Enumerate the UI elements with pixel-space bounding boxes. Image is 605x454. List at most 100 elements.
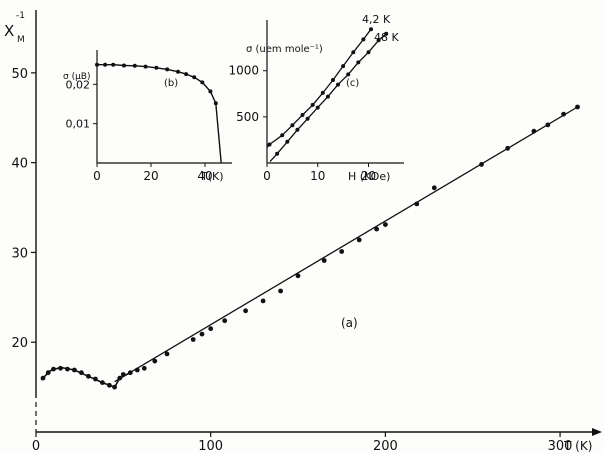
inset-c-data-point — [275, 151, 280, 156]
inset-c-x-tick-label: 20 — [361, 169, 376, 183]
inset-b-data-point — [192, 75, 197, 80]
inset-b-x-tick-label: 20 — [143, 169, 158, 183]
main-data-point — [152, 358, 158, 364]
main-data-point — [199, 331, 205, 337]
inset-b-data-point — [95, 62, 99, 67]
main-y-axis-label-superscript: -1 — [16, 11, 25, 21]
inset-c-data-point — [295, 127, 300, 132]
inset-b-data-point — [176, 69, 180, 74]
inset-c-data-point — [331, 78, 335, 82]
inset-c-data-point — [341, 64, 346, 69]
main-panel-label: (a) — [341, 316, 358, 330]
main-data-point — [107, 382, 112, 388]
inset-c-panel-label: (c) — [346, 78, 360, 89]
main-x-tick-label: 100 — [198, 439, 223, 454]
main-y-tick-label: 40 — [11, 157, 28, 172]
main-data-point — [72, 367, 77, 373]
inset-c-data-point — [267, 142, 272, 147]
inset-c-data-point — [376, 38, 381, 43]
inset-c-data-point — [336, 82, 340, 87]
inset-b-y-tick-label: 0,01 — [66, 118, 91, 131]
main-data-point — [127, 370, 133, 376]
main-data-point — [295, 273, 301, 279]
inset-b-y-axis-label: σ (μB) — [63, 72, 91, 82]
inset-c-data-point — [325, 94, 330, 99]
main-x-axis-arrow — [592, 428, 602, 436]
main-data-point — [561, 111, 566, 117]
main-data-point — [278, 288, 283, 294]
main-data-point — [86, 373, 91, 379]
inset-c-data-point — [351, 50, 356, 55]
inset-b-data-point — [208, 89, 213, 94]
main-y-tick-label: 20 — [11, 336, 28, 351]
inset-c-data-point — [356, 60, 361, 65]
inset-b-data-point — [132, 63, 137, 68]
main-x-axis-label: T (K) — [563, 439, 592, 453]
inset-b-data-point — [154, 65, 159, 70]
main-x-tick-label: 200 — [373, 439, 398, 454]
main-data-point — [321, 258, 327, 263]
main-data-point — [45, 370, 51, 376]
main-data-point — [545, 122, 551, 128]
main-y-tick-label: 30 — [11, 246, 28, 261]
main-data-point — [58, 365, 63, 371]
main-y-axis-label-subscript: M — [17, 35, 25, 45]
inset-b-x-axis-label: T(K) — [200, 170, 224, 183]
main-data-point — [383, 222, 388, 228]
inset-c-data-point — [290, 123, 295, 128]
main-data-point — [208, 326, 214, 332]
main-x-tick-label: 0 — [32, 439, 40, 454]
inset-c-data-point — [305, 116, 310, 121]
inset-c-data-point — [369, 27, 373, 32]
main-data-point — [134, 367, 140, 373]
inset-b-data-point — [200, 80, 205, 85]
inset-c-y-tick-label: 500 — [236, 110, 259, 124]
main-data-point — [93, 376, 98, 382]
main-data-point — [575, 104, 580, 110]
inset-b-y-tick-label: 0,02 — [66, 78, 91, 91]
inset-c-data-point — [300, 113, 305, 117]
main-data-point — [51, 366, 56, 372]
inset-c-x-tick-label: 0 — [263, 169, 271, 183]
inset-c-data-point — [315, 105, 320, 110]
main-x-tick-label: 300 — [548, 439, 573, 454]
main-y-axis-label: X — [4, 22, 14, 40]
inset-b-x-tick-label: 0 — [93, 169, 101, 183]
main-data-point — [414, 201, 420, 207]
main-data-point — [120, 372, 126, 377]
main-data-point — [65, 366, 70, 372]
inset-c-series-label: 48 K — [374, 31, 399, 44]
inset-b-data-point — [165, 67, 170, 72]
main-data-point — [374, 226, 379, 232]
main-data-point — [243, 308, 249, 314]
main-data-point — [356, 237, 362, 243]
main-data-point — [479, 162, 484, 167]
inset-b-data-point — [122, 63, 126, 68]
main-data-point — [100, 380, 105, 385]
inset-c-y-axis-label: σ (uem mole⁻¹) — [246, 44, 323, 55]
inset-b-x-tick-label: 40 — [197, 169, 212, 183]
main-data-point — [339, 249, 345, 254]
inset-b-data-point — [111, 62, 116, 67]
main-data-point — [40, 375, 46, 381]
inset-c-series-line — [266, 28, 372, 148]
main-data-point — [431, 185, 437, 191]
inset-b-data-point — [213, 101, 218, 106]
inset-c-x-tick-label: 10 — [310, 169, 325, 183]
inset-c-y-tick-label: 1000 — [228, 64, 259, 78]
inset-c-data-point — [346, 72, 351, 77]
main-fit-line — [114, 106, 578, 383]
inset-c-data-point — [285, 139, 290, 144]
inset-c-data-point — [366, 50, 371, 55]
main-data-point — [112, 384, 117, 390]
inset-b-curve — [97, 63, 222, 164]
main-data-point — [117, 375, 123, 381]
main-data-point — [505, 145, 511, 151]
inset-c-data-point — [384, 31, 389, 36]
main-data-point — [260, 298, 266, 304]
inset-c-x-axis-label: H (KOe) — [348, 170, 390, 183]
inset-b-panel-label: (b) — [164, 78, 179, 89]
inset-c-data-point — [280, 133, 285, 138]
